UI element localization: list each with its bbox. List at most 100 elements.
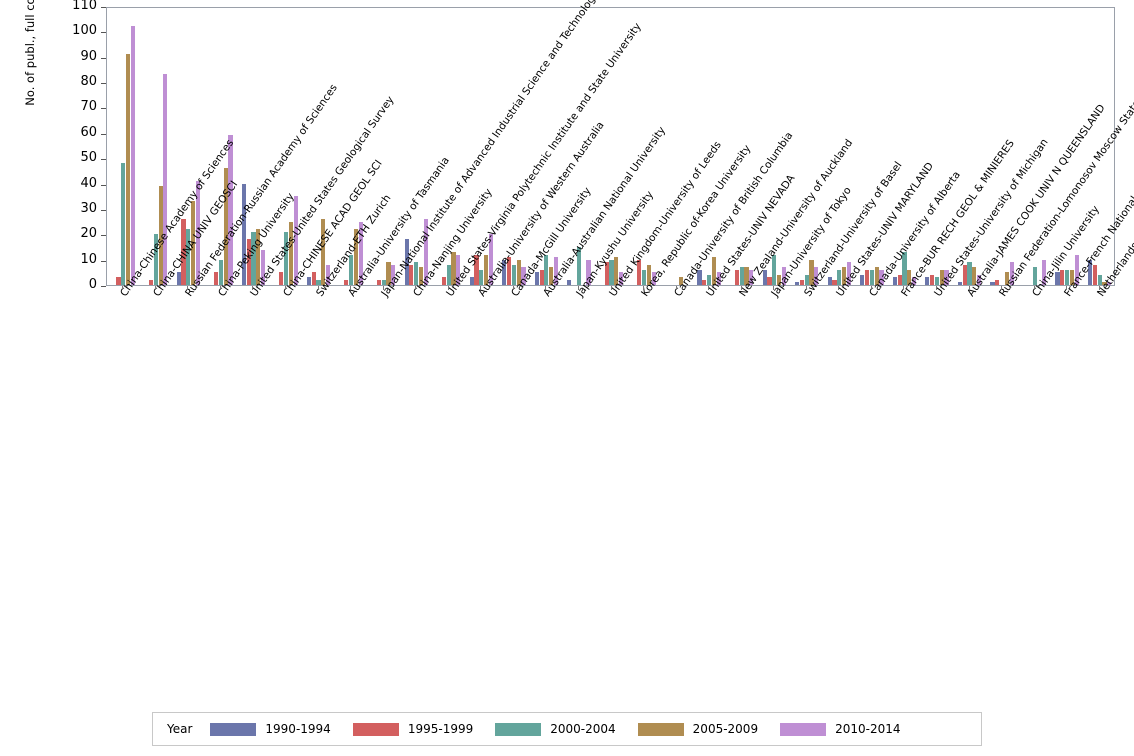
legend-item[interactable]: 2010-2014 — [780, 722, 901, 736]
bar — [614, 257, 619, 285]
bar-group — [209, 8, 233, 285]
bar — [349, 254, 354, 285]
x-axis-tick — [350, 286, 352, 290]
bar-group — [306, 8, 331, 285]
bar — [907, 269, 912, 285]
bar — [544, 254, 549, 285]
bar-group — [957, 8, 982, 285]
y-tick-label: 40 — [80, 175, 97, 191]
bar — [534, 272, 539, 285]
bar — [288, 221, 293, 285]
y-tick-mark — [101, 184, 106, 186]
legend-item[interactable]: 1990-1994 — [210, 722, 331, 736]
y-tick-mark — [101, 108, 106, 110]
bar — [860, 274, 865, 285]
bar-group — [502, 8, 526, 285]
bar — [158, 186, 163, 285]
bar — [181, 219, 186, 285]
bar — [576, 246, 582, 285]
bar — [679, 277, 684, 285]
x-axis-tick — [935, 286, 937, 290]
y-axis: 0 10 20 30 40 50 60 70 80 90 100 110 — [0, 0, 106, 293]
bar — [479, 269, 484, 285]
bar — [246, 239, 251, 285]
bar — [762, 269, 767, 285]
bar — [637, 259, 642, 285]
x-axis-tick — [805, 286, 807, 290]
y-tick-mark — [101, 209, 106, 211]
bar — [228, 135, 233, 285]
bar — [842, 267, 847, 285]
x-axis-tick — [1066, 286, 1068, 290]
bar — [488, 234, 493, 285]
bar — [641, 269, 647, 285]
x-axis-tick — [643, 286, 645, 290]
legend-swatch — [637, 722, 684, 736]
bar — [516, 259, 521, 285]
bar — [977, 274, 982, 285]
bar-group — [892, 8, 917, 285]
x-axis-tick — [382, 286, 384, 290]
y-tick-label: 100 — [72, 23, 97, 39]
bar — [451, 252, 456, 285]
legend-item[interactable]: 2000-2004 — [495, 722, 616, 736]
bar — [897, 274, 902, 285]
bar — [539, 269, 544, 285]
bar — [972, 267, 977, 285]
bar — [911, 277, 917, 285]
bar — [153, 234, 158, 285]
bar — [874, 267, 879, 285]
bar — [293, 196, 298, 285]
bar — [864, 269, 870, 285]
bar — [1060, 269, 1065, 285]
y-tick-mark — [101, 159, 106, 161]
y-tick-label: 10 — [80, 251, 97, 267]
bar-group — [144, 8, 168, 285]
bar — [223, 168, 228, 285]
bar — [353, 229, 358, 285]
bar — [767, 277, 772, 285]
bar-group — [632, 8, 656, 285]
bar — [707, 274, 712, 285]
bar — [469, 277, 474, 285]
legend-item[interactable]: 1995-1999 — [352, 722, 473, 736]
bar — [967, 262, 972, 285]
bar — [414, 262, 419, 285]
bar — [283, 231, 289, 285]
bar — [995, 279, 1000, 285]
bar — [609, 259, 614, 285]
x-axis-tick — [903, 286, 905, 290]
bar — [116, 277, 121, 285]
bar — [651, 272, 656, 285]
bar — [1102, 282, 1107, 285]
bar — [176, 272, 181, 285]
bar — [391, 264, 396, 285]
legend-swatch — [210, 722, 257, 736]
y-tick-mark — [101, 133, 106, 135]
bar — [256, 229, 261, 285]
bar — [618, 272, 624, 285]
x-axis-tick — [122, 286, 124, 290]
bar-group — [469, 8, 493, 285]
bar — [121, 163, 126, 285]
x-axis-tick — [480, 286, 482, 290]
bar — [553, 257, 559, 285]
y-tick-label: 90 — [80, 48, 97, 64]
bar — [376, 279, 381, 285]
bar — [502, 259, 507, 285]
legend-item[interactable]: 2005-2009 — [637, 722, 758, 736]
y-tick-label: 30 — [80, 200, 97, 216]
bar-group — [990, 8, 1014, 285]
bar-group — [1055, 8, 1079, 285]
x-axis-tick — [187, 286, 189, 290]
bar-group — [762, 8, 786, 285]
bar — [711, 257, 717, 285]
bar — [148, 279, 154, 285]
y-tick-label: 80 — [80, 74, 97, 90]
bar — [195, 181, 201, 285]
bar — [1074, 254, 1079, 285]
bar-group — [567, 8, 591, 285]
y-tick-mark — [101, 286, 106, 287]
y-tick-mark — [101, 83, 106, 85]
x-axis-tick — [740, 286, 742, 290]
